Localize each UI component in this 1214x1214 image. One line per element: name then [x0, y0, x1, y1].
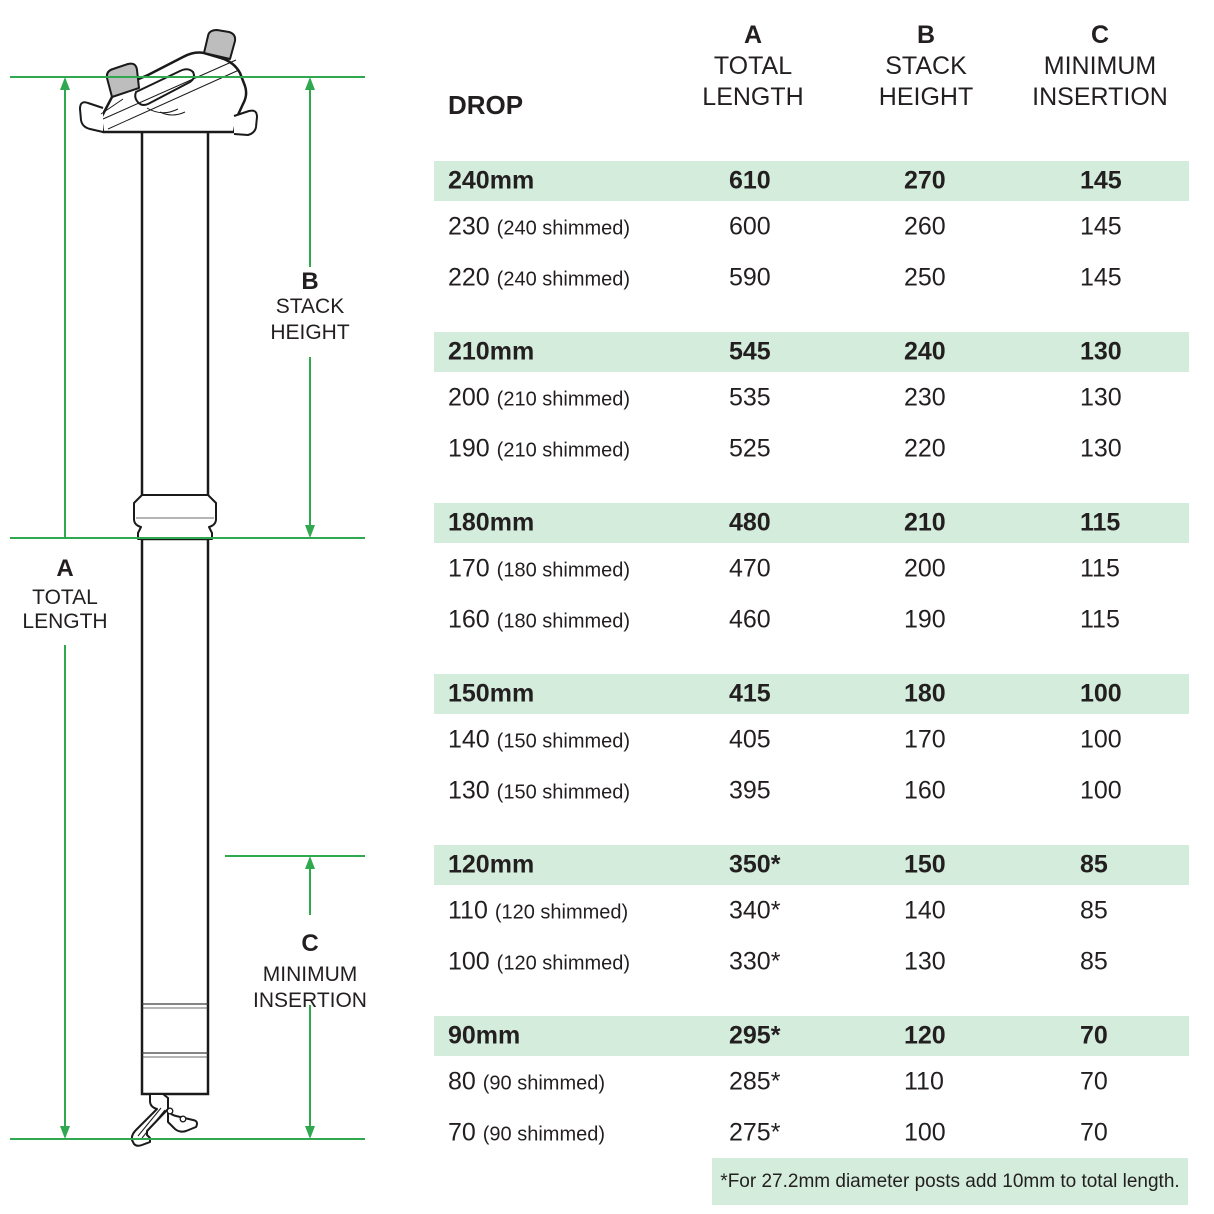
svg-text:B: B: [301, 268, 318, 295]
svg-text:INSERTION: INSERTION: [253, 989, 367, 1012]
svg-text:HEIGHT: HEIGHT: [270, 321, 350, 344]
svg-text:A: A: [56, 555, 73, 582]
svg-text:TOTAL: TOTAL: [32, 586, 98, 609]
svg-text:C: C: [301, 930, 318, 957]
svg-text:MINIMUM: MINIMUM: [263, 963, 357, 986]
svg-text:LENGTH: LENGTH: [22, 610, 107, 633]
svg-text:STACK: STACK: [276, 295, 344, 318]
